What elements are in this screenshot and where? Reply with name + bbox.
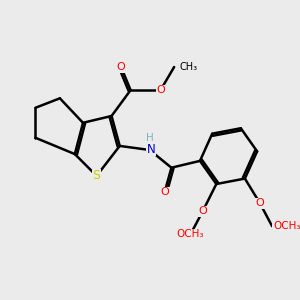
Text: S: S xyxy=(93,169,101,182)
Text: CH₃: CH₃ xyxy=(179,62,197,72)
Text: O: O xyxy=(256,198,264,208)
Text: N: N xyxy=(147,143,155,156)
Text: O: O xyxy=(117,62,125,72)
Text: O: O xyxy=(160,187,169,197)
Text: O: O xyxy=(198,206,207,216)
Text: OCH₃: OCH₃ xyxy=(177,229,204,239)
Text: O: O xyxy=(156,85,165,95)
Text: OCH₃: OCH₃ xyxy=(274,221,300,231)
Text: H: H xyxy=(146,133,154,143)
